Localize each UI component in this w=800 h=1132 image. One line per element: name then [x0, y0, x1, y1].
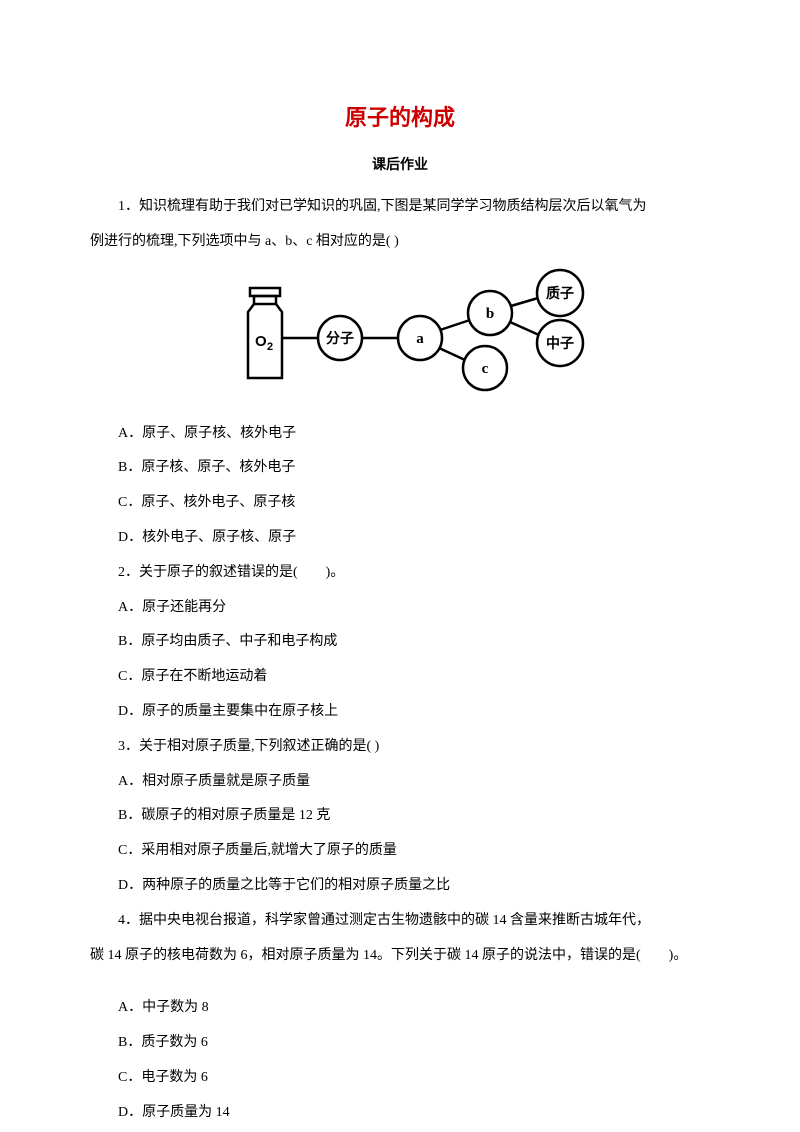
q1-diagram-container: O 2 分子 a b c 质子 中子 [90, 268, 710, 403]
q3-stem: 3．关于相对原子质量,下列叙述正确的是( ) [90, 732, 710, 763]
q4-option-c: C．电子数为 6 [90, 1063, 710, 1094]
edge-n3-n5 [511, 298, 538, 306]
edge-n2-n3 [440, 320, 470, 330]
page-title: 原子的构成 [90, 100, 710, 132]
page-subtitle: 课后作业 [90, 154, 710, 174]
q1-stem-line1: 1．知识梳理有助于我们对已学知识的巩固,下图是某同学学习物质结构层次后以氧气为 [90, 192, 710, 223]
q3-option-b: B．碳原子的相对原子质量是 12 克 [90, 801, 710, 832]
q2-stem: 2．关于原子的叙述错误的是( )。 [90, 558, 710, 589]
node-a-label: a [416, 331, 424, 347]
q1-option-d: D．核外电子、原子核、原子 [90, 523, 710, 554]
structure-diagram: O 2 分子 a b c 质子 中子 [200, 268, 600, 398]
node-neutron-label: 中子 [546, 335, 574, 352]
svg-text:O: O [255, 333, 267, 350]
q3-option-c: C．采用相对原子质量后,就增大了原子的质量 [90, 836, 710, 867]
q1-option-c: C．原子、核外电子、原子核 [90, 488, 710, 519]
q4-stem-line2: 碳 14 原子的核电荷数为 6，相对原子质量为 14。下列关于碳 14 原子的说… [90, 941, 710, 972]
spacer [90, 975, 710, 993]
node-b-label: b [486, 306, 494, 322]
q4-option-b: B．质子数为 6 [90, 1028, 710, 1059]
q1-option-b: B．原子核、原子、核外电子 [90, 453, 710, 484]
node-c-label: c [482, 361, 489, 377]
q3-option-a: A．相对原子质量就是原子质量 [90, 767, 710, 798]
bottle-icon: O 2 [248, 288, 282, 378]
q2-option-a: A．原子还能再分 [90, 593, 710, 624]
q2-option-d: D．原子的质量主要集中在原子核上 [90, 697, 710, 728]
node-proton-label: 质子 [546, 285, 574, 302]
q3-option-d: D．两种原子的质量之比等于它们的相对原子质量之比 [90, 871, 710, 902]
q1-stem-line2: 例进行的梳理,下列选项中与 a、b、c 相对应的是( ) [90, 227, 710, 258]
q4-stem-line1: 4．据中央电视台报道，科学家曾通过测定古生物遗骸中的碳 14 含量来推断古城年代… [90, 906, 710, 937]
q2-option-b: B．原子均由质子、中子和电子构成 [90, 627, 710, 658]
node-molecule-label: 分子 [326, 331, 354, 347]
q2-option-c: C．原子在不断地运动着 [90, 662, 710, 693]
edge-n3-n6 [510, 322, 539, 335]
edge-n2-n4 [439, 348, 465, 360]
q4-option-a: A．中子数为 8 [90, 993, 710, 1024]
q1-option-a: A．原子、原子核、核外电子 [90, 419, 710, 450]
svg-text:2: 2 [267, 341, 273, 353]
q4-option-d: D．原子质量为 14 [90, 1098, 710, 1129]
